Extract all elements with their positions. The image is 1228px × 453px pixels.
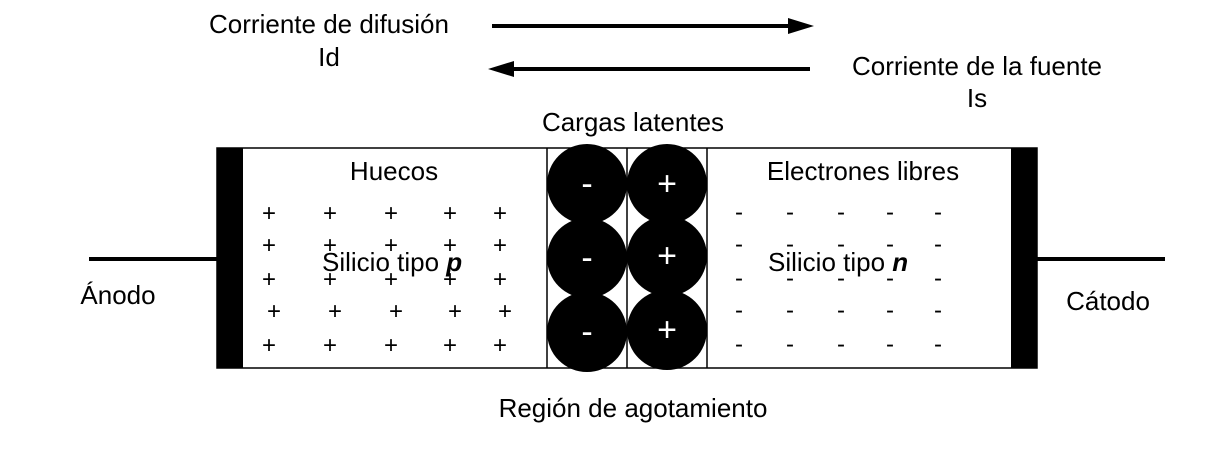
negative-ion: -: [547, 218, 627, 298]
electron-symbol: -: [735, 199, 743, 226]
hole-symbol: +: [262, 266, 276, 293]
hole-symbol: +: [448, 298, 462, 325]
negative-ion: -: [547, 144, 627, 224]
hole-symbol: +: [323, 332, 337, 359]
negative-ion-sign: -: [581, 165, 592, 203]
hole-symbol: +: [328, 298, 342, 325]
hole-symbol: +: [267, 298, 281, 325]
hole-symbol: +: [323, 266, 337, 293]
positive-ion: +: [627, 144, 707, 224]
electron-symbol: -: [786, 297, 794, 324]
electron-symbol: -: [934, 231, 942, 258]
hole-symbol: +: [443, 266, 457, 293]
electron-symbol: -: [934, 265, 942, 292]
cathode-contact: [1011, 148, 1037, 368]
latent-charges-label: Cargas latentes: [542, 107, 724, 137]
electron-symbol: -: [735, 231, 743, 258]
negative-ion: -: [547, 292, 627, 372]
positive-ion-sign: +: [657, 311, 677, 349]
electron-symbol: -: [786, 331, 794, 358]
negative-ion-sign: -: [581, 239, 592, 277]
diffusion-current-arrow: [492, 18, 814, 34]
hole-symbol: +: [498, 298, 512, 325]
free-electrons-label: Electrones libres: [767, 156, 959, 186]
electron-symbol: -: [886, 231, 894, 258]
electron-symbol: -: [837, 231, 845, 258]
hole-symbol: +: [493, 332, 507, 359]
electron-symbol: -: [786, 231, 794, 258]
anode-label: Ánodo: [80, 280, 155, 310]
electron-symbol: -: [934, 199, 942, 226]
electron-symbol: -: [735, 297, 743, 324]
hole-symbol: +: [384, 200, 398, 227]
hole-symbol: +: [443, 200, 457, 227]
n-region-label: Silicio tipo n: [768, 247, 908, 277]
hole-symbol: +: [323, 232, 337, 259]
holes-label: Huecos: [350, 156, 438, 186]
p-region-holes: + + + + + + + + + + + + + + + + + + + + + + + + +: [262, 200, 512, 359]
hole-symbol: +: [384, 232, 398, 259]
hole-symbol: +: [493, 266, 507, 293]
hole-symbol: +: [262, 332, 276, 359]
diffusion-current-symbol: Id: [318, 42, 340, 72]
positive-ion: +: [627, 216, 707, 296]
positive-ion-sign: +: [657, 237, 677, 275]
hole-symbol: +: [493, 200, 507, 227]
electron-symbol: -: [735, 331, 743, 358]
electron-symbol: -: [837, 265, 845, 292]
electron-symbol: -: [786, 265, 794, 292]
electron-symbol: -: [886, 199, 894, 226]
hole-symbol: +: [384, 266, 398, 293]
cathode-label: Cátodo: [1066, 286, 1150, 316]
hole-symbol: +: [389, 298, 403, 325]
p-region-prefix: Silicio tipo: [322, 247, 439, 277]
electron-symbol: -: [934, 297, 942, 324]
n-region-letter: n: [892, 247, 908, 277]
negative-ion-sign: -: [581, 313, 592, 351]
electron-symbol: -: [735, 265, 743, 292]
electron-symbol: -: [934, 331, 942, 358]
positive-ion-sign: +: [657, 165, 677, 203]
positive-ion: +: [627, 290, 707, 370]
electron-symbol: -: [886, 265, 894, 292]
n-region-electrons: - - - - - - - - - - - - - - - - - - - - - - - - -: [735, 199, 942, 358]
hole-symbol: +: [443, 332, 457, 359]
p-region-letter: p: [445, 247, 462, 277]
depletion-region-label: Región de agotamiento: [499, 393, 768, 423]
hole-symbol: +: [443, 232, 457, 259]
electron-symbol: -: [837, 331, 845, 358]
hole-symbol: +: [262, 200, 276, 227]
anode-contact: [217, 148, 243, 368]
hole-symbol: +: [493, 232, 507, 259]
hole-symbol: +: [384, 332, 398, 359]
source-current-label: Corriente de la fuente: [852, 51, 1102, 81]
electron-symbol: -: [886, 297, 894, 324]
diffusion-current-label: Corriente de difusión: [209, 9, 449, 39]
hole-symbol: +: [323, 200, 337, 227]
electron-symbol: -: [786, 199, 794, 226]
electron-symbol: -: [886, 331, 894, 358]
electron-symbol: -: [837, 199, 845, 226]
hole-symbol: +: [262, 232, 276, 259]
electron-symbol: -: [837, 297, 845, 324]
p-region-label: Silicio tipo p: [322, 247, 462, 277]
source-current-arrow: [488, 61, 810, 77]
n-region-prefix: Silicio tipo: [768, 247, 885, 277]
source-current-symbol: Is: [967, 83, 987, 113]
